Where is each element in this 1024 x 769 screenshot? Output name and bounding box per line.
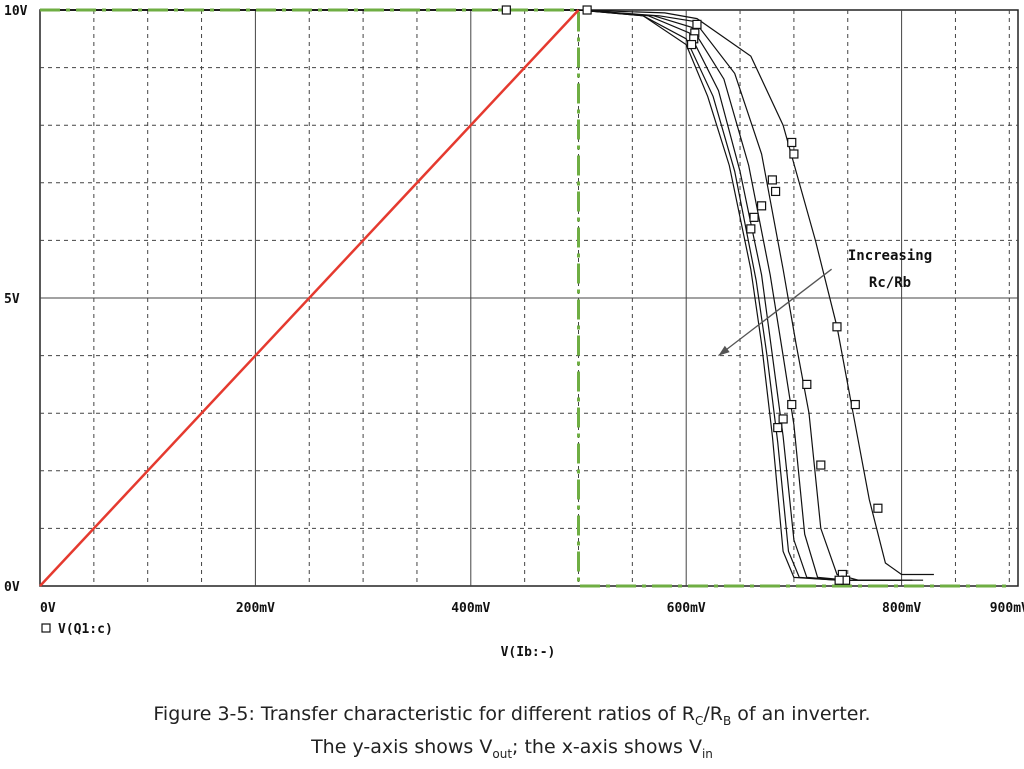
- ideal-curve: [40, 8, 1010, 588]
- data-point-marker: [582, 5, 592, 15]
- sim-curve-6: [40, 9, 934, 576]
- x-tick-label: 400mV: [451, 601, 490, 616]
- caption-2-mid: ; the x-axis shows V: [512, 736, 702, 758]
- sim-curve-5: [40, 9, 924, 581]
- y-tick-label: 5V: [4, 292, 20, 307]
- caption-1-suffix: of an inverter.: [731, 703, 871, 725]
- caption-2-prefix: The y-axis shows V: [311, 736, 493, 758]
- x-tick-label: 800mV: [882, 601, 921, 616]
- data-point-marker: [873, 503, 883, 513]
- legend: V(Q1:c): [41, 622, 113, 637]
- data-point-marker: [773, 423, 783, 433]
- increasing-annotation: Increasing Rc/Rb: [718, 248, 932, 357]
- data-point-marker: [770, 186, 781, 197]
- caption-1-mid: /R: [703, 703, 723, 725]
- annotation-arrowhead: [718, 345, 730, 356]
- data-point-marker: [686, 39, 697, 50]
- markers: [501, 5, 883, 585]
- data-point-marker: [832, 322, 842, 332]
- data-point-marker: [746, 224, 756, 234]
- x-tick-label: 200mV: [236, 601, 275, 616]
- identity-line: [39, 9, 580, 587]
- caption-1-sub-c: C: [694, 713, 704, 728]
- legend-square-marker: [41, 623, 51, 633]
- legend-label: V(Q1:c): [58, 622, 113, 637]
- data-point-marker: [850, 399, 860, 410]
- data-point-marker: [692, 19, 702, 29]
- x-tick-label: 900mV: [990, 601, 1024, 616]
- data-point-marker: [756, 201, 767, 211]
- caption-2-sub-in: in: [701, 746, 713, 761]
- caption-1-sub-b: B: [722, 713, 732, 728]
- annotation-arrow: [718, 268, 832, 357]
- caption-1-prefix: Figure 3-5: Transfer characteristic for …: [153, 703, 695, 725]
- data-point-marker: [501, 5, 511, 15]
- x-tick-label: 0V: [40, 601, 56, 616]
- y-tick-label: 10V: [4, 4, 28, 19]
- data-point-marker: [767, 175, 777, 185]
- data-point-marker: [789, 149, 799, 159]
- annotation-line-2: Rc/Rb: [869, 275, 911, 291]
- annotation-line-1: Increasing: [848, 248, 932, 264]
- x-tick-label: 600mV: [667, 601, 706, 616]
- tick-labels: 0V 200mV 400mV 600mV 800mV 900mV 0V 5V 10V: [4, 4, 1024, 616]
- data-point-marker: [749, 212, 759, 222]
- data-point-marker: [834, 575, 844, 585]
- caption-2-sub-out: out: [492, 746, 513, 761]
- data-point-marker: [787, 399, 797, 410]
- figure-caption-line-1: Figure 3-5: Transfer characteristic for …: [0, 703, 1024, 728]
- data-point-marker: [802, 379, 812, 389]
- data-point-marker: [787, 137, 797, 148]
- x-axis-label: V(Ib:-): [501, 645, 556, 660]
- curves: [39, 8, 1010, 588]
- figure-caption-line-2: The y-axis shows Vout; the x-axis shows …: [0, 736, 1024, 761]
- data-point-marker: [778, 414, 788, 424]
- data-point-marker: [816, 460, 826, 470]
- grid: [40, 10, 1018, 586]
- y-tick-label: 0V: [4, 580, 20, 595]
